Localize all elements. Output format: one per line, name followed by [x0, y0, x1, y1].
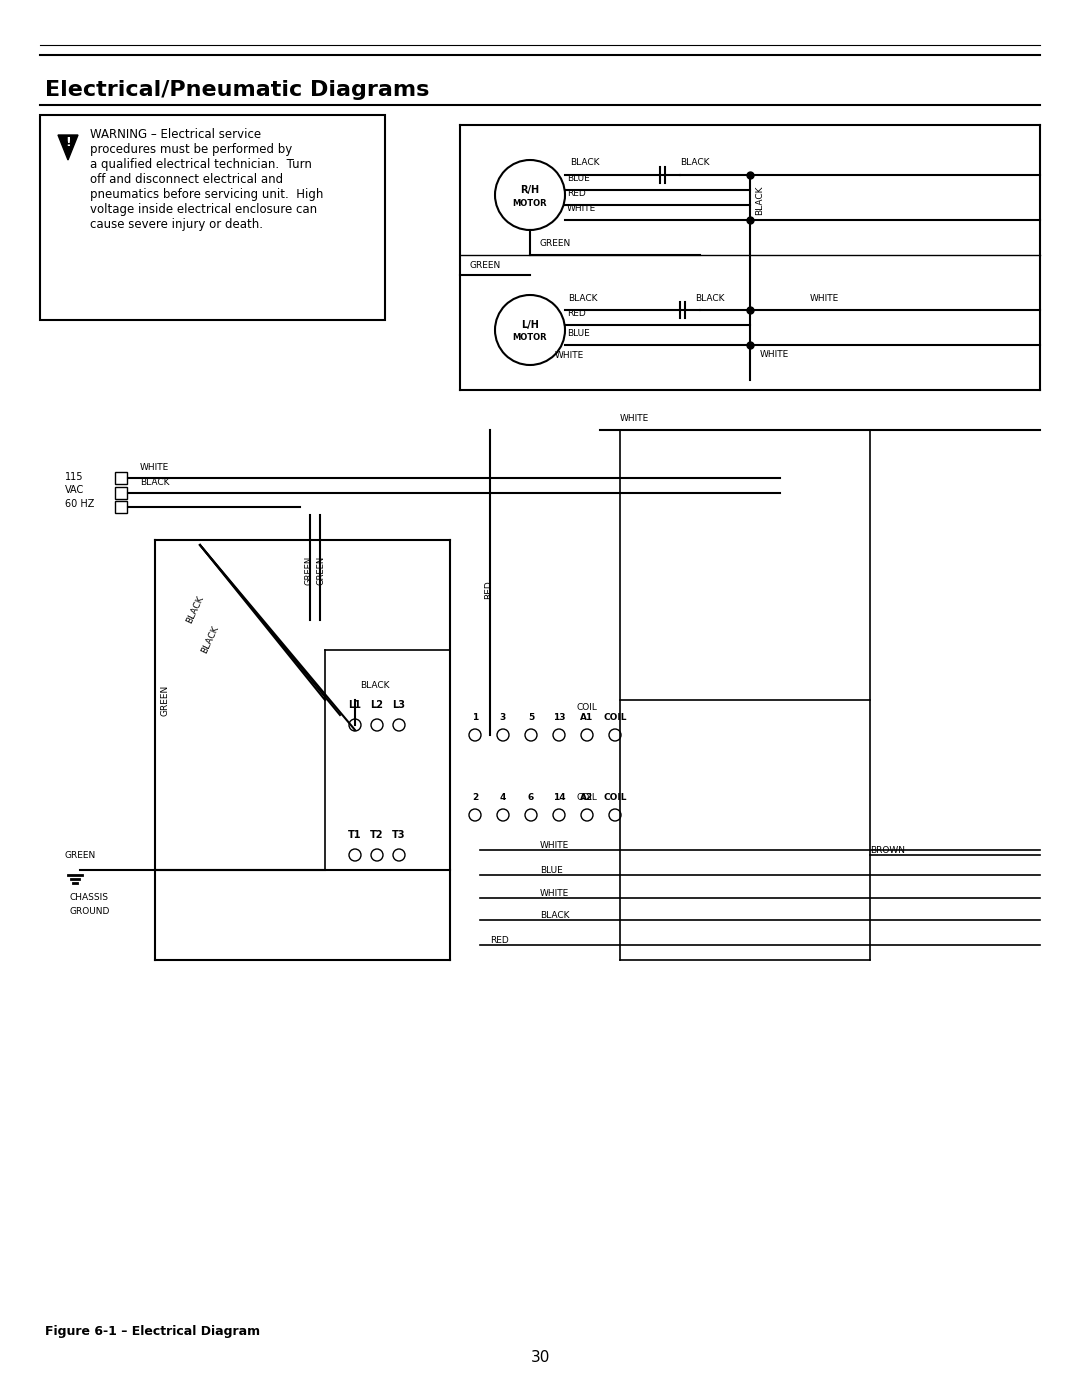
Text: 14: 14 — [553, 793, 565, 802]
Text: BLACK: BLACK — [570, 158, 599, 168]
Text: COIL: COIL — [577, 703, 597, 712]
Text: 13: 13 — [553, 712, 565, 722]
Text: WHITE: WHITE — [540, 888, 569, 898]
Text: RED: RED — [567, 189, 585, 198]
Circle shape — [469, 809, 481, 821]
Text: A2: A2 — [580, 793, 594, 802]
Text: BLACK: BLACK — [680, 158, 710, 168]
Text: !: ! — [65, 136, 71, 148]
Text: T3: T3 — [392, 830, 406, 840]
Text: GREEN: GREEN — [160, 685, 168, 715]
Text: COIL: COIL — [604, 712, 626, 722]
Text: T1: T1 — [348, 830, 362, 840]
Circle shape — [349, 849, 361, 861]
Circle shape — [581, 809, 593, 821]
Circle shape — [525, 729, 537, 740]
Circle shape — [469, 729, 481, 740]
Text: WARNING – Electrical service
procedures must be performed by
a qualified electri: WARNING – Electrical service procedures … — [90, 129, 323, 231]
Text: 5: 5 — [528, 712, 535, 722]
Text: RED: RED — [490, 936, 509, 944]
Text: BLACK: BLACK — [540, 911, 569, 921]
Circle shape — [553, 729, 565, 740]
Text: BLACK: BLACK — [360, 680, 390, 690]
Bar — [114, 488, 127, 499]
Text: Figure 6-1 – Electrical Diagram: Figure 6-1 – Electrical Diagram — [45, 1324, 260, 1338]
Text: L1: L1 — [349, 700, 362, 710]
Text: WHITE: WHITE — [760, 351, 789, 359]
Polygon shape — [58, 136, 78, 161]
Circle shape — [609, 809, 621, 821]
Text: 60 HZ: 60 HZ — [65, 499, 94, 509]
Circle shape — [393, 849, 405, 861]
Text: GROUND: GROUND — [70, 907, 110, 916]
Circle shape — [553, 809, 565, 821]
Text: RED: RED — [567, 309, 585, 319]
Text: WHITE: WHITE — [810, 293, 839, 303]
Circle shape — [372, 849, 383, 861]
Text: BROWN: BROWN — [870, 847, 905, 855]
Bar — [114, 472, 127, 483]
Bar — [40, 115, 384, 320]
Circle shape — [393, 719, 405, 731]
Text: COIL: COIL — [577, 793, 597, 802]
Text: BLUE: BLUE — [540, 866, 563, 875]
Circle shape — [495, 295, 565, 365]
Text: Electrical/Pneumatic Diagrams: Electrical/Pneumatic Diagrams — [45, 80, 430, 101]
Text: RED: RED — [484, 581, 492, 599]
Text: WHITE: WHITE — [620, 414, 649, 423]
Text: GREEN: GREEN — [318, 556, 326, 584]
Text: GREEN: GREEN — [65, 851, 96, 861]
Text: L2: L2 — [370, 700, 383, 710]
Text: WHITE: WHITE — [567, 204, 596, 212]
Text: VAC: VAC — [65, 485, 84, 495]
Text: COIL: COIL — [604, 793, 626, 802]
Text: GREEN: GREEN — [305, 556, 314, 584]
Text: WHITE: WHITE — [140, 462, 170, 472]
Text: 1: 1 — [472, 712, 478, 722]
Circle shape — [525, 809, 537, 821]
Text: WHITE: WHITE — [540, 841, 569, 849]
Text: 115: 115 — [65, 472, 83, 482]
Text: MOTOR: MOTOR — [513, 198, 548, 208]
Circle shape — [581, 729, 593, 740]
Text: BLACK: BLACK — [185, 595, 205, 626]
Text: BLACK: BLACK — [755, 186, 764, 215]
Text: T2: T2 — [370, 830, 383, 840]
Text: BLUE: BLUE — [567, 330, 590, 338]
Circle shape — [349, 719, 361, 731]
Text: BLACK: BLACK — [140, 478, 170, 488]
Text: GREEN: GREEN — [540, 239, 571, 249]
Circle shape — [609, 729, 621, 740]
Text: 30: 30 — [530, 1350, 550, 1365]
Bar — [114, 502, 127, 513]
Circle shape — [497, 809, 509, 821]
Text: CHASSIS: CHASSIS — [70, 893, 109, 902]
Text: BLACK: BLACK — [696, 293, 725, 303]
Text: R/H: R/H — [521, 184, 540, 196]
Text: L3: L3 — [392, 700, 405, 710]
Circle shape — [495, 161, 565, 231]
Text: GREEN: GREEN — [470, 261, 501, 270]
Text: BLACK: BLACK — [200, 624, 220, 655]
Text: 6: 6 — [528, 793, 535, 802]
Text: 3: 3 — [500, 712, 507, 722]
Text: 4: 4 — [500, 793, 507, 802]
Circle shape — [497, 729, 509, 740]
Text: MOTOR: MOTOR — [513, 334, 548, 342]
Text: BLUE: BLUE — [567, 175, 590, 183]
Text: A1: A1 — [580, 712, 594, 722]
Text: WHITE: WHITE — [555, 351, 584, 360]
Circle shape — [372, 719, 383, 731]
Text: BLACK: BLACK — [568, 293, 597, 303]
Text: 2: 2 — [472, 793, 478, 802]
Text: L/H: L/H — [521, 320, 539, 330]
